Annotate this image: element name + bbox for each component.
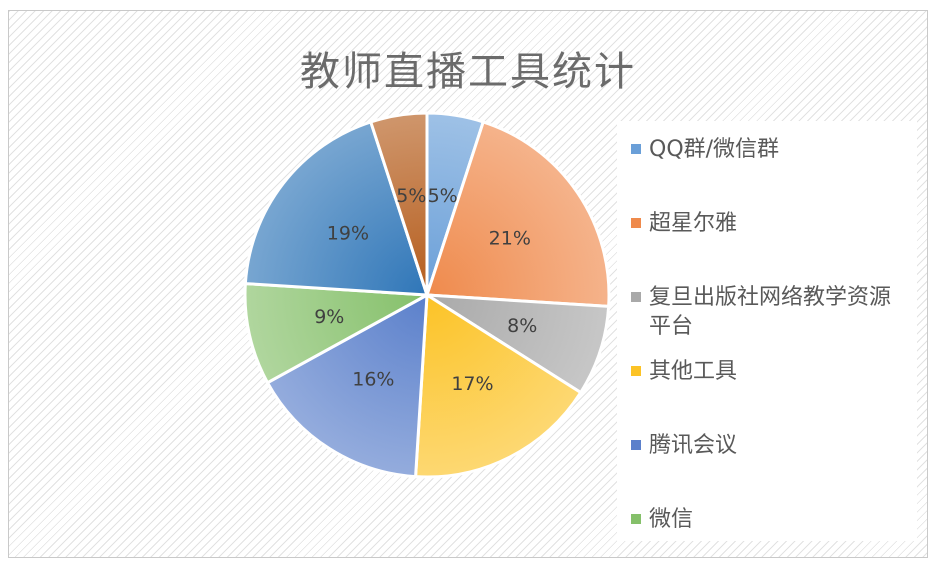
data-label-1: 21% [489, 228, 531, 250]
pie-slice-5 [243, 281, 433, 385]
pie-slice-6 [243, 120, 430, 297]
legend-item: 复旦出版社网络教学资源平台 [631, 283, 911, 341]
data-label-5: 9% [314, 306, 344, 328]
data-label-3: 17% [451, 373, 493, 395]
legend-label: QQ群/微信群 [649, 137, 780, 162]
pie-slice-4 [265, 292, 429, 479]
data-label-4: 16% [352, 369, 394, 391]
pie-slice-2 [426, 293, 611, 395]
legend: QQ群/微信群 超星尔雅复旦出版社网络教学资源平台其他工具腾讯会议微信 [617, 121, 917, 541]
legend-item: 其他工具 [631, 357, 911, 386]
legend-swatch [631, 514, 641, 524]
legend-swatch [631, 366, 641, 376]
pie-slice-1 [424, 120, 611, 309]
legend-label: 其他工具 [649, 359, 738, 384]
legend-swatch [631, 292, 641, 302]
legend-swatch [631, 440, 641, 450]
legend-item: 腾讯会议 [631, 431, 911, 460]
legend-item: QQ群/微信群 [631, 135, 911, 164]
legend-label: 腾讯会议 [649, 433, 738, 458]
legend-swatch [631, 144, 641, 154]
pie-chart: 5% 21% 8% 17% 16% 9% 19% 5% [243, 111, 611, 479]
legend-swatch [631, 218, 641, 228]
data-label-6: 19% [327, 223, 369, 245]
data-label-7: 5% [396, 185, 426, 207]
legend-label: 复旦出版社网络教学资源平台 [649, 285, 892, 339]
legend-item: 超星尔雅 [631, 209, 911, 238]
legend-item: 微信 [631, 505, 911, 534]
legend-label: 微信 [649, 507, 694, 532]
chart-title: 教师直播工具统计 [300, 49, 636, 95]
chart-area: 教师直播工具统计 5% 21% 8% 17% 16% 9% 19% 5% QQ群/微信群 超星尔… [8, 10, 928, 558]
pie-slice-3 [413, 292, 583, 479]
data-label-0: 5% [428, 185, 458, 207]
data-label-2: 8% [507, 315, 537, 337]
legend-label: 超星尔雅 [649, 211, 738, 236]
pie-slice-7 [368, 111, 429, 296]
